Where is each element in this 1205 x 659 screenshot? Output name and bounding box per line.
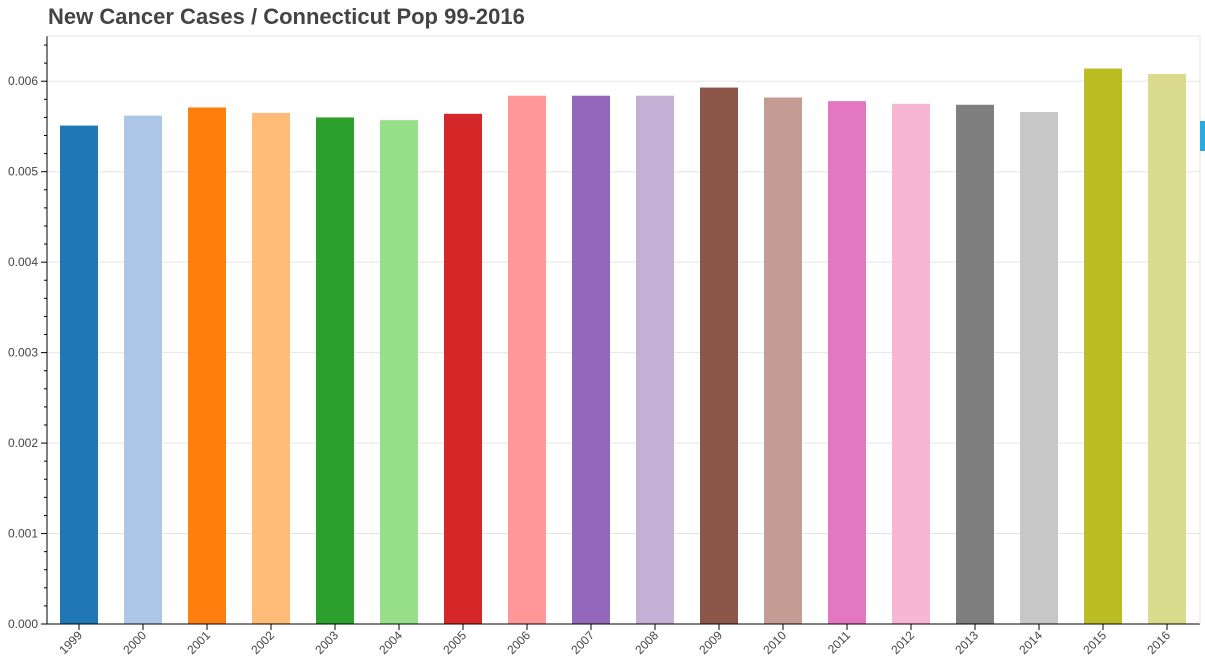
x-ticks: 1999 2000 2001 2002 2003 2004 2005 2006 2007 2008…	[56, 624, 1173, 657]
grid-lines	[47, 80, 1200, 535]
x-tick-label: 2002	[248, 628, 277, 657]
bar-2014[interactable]	[1020, 111, 1058, 625]
bar-1999[interactable]	[60, 125, 98, 625]
y-tick-label: 0.005	[8, 165, 38, 179]
bar-2002[interactable]	[252, 112, 290, 625]
x-tick-label: 2015	[1080, 628, 1109, 657]
bar-2000[interactable]	[124, 115, 162, 625]
bar-2012[interactable]	[892, 103, 930, 625]
x-tick-label: 2001	[184, 628, 213, 657]
bar-2016[interactable]	[1148, 73, 1186, 625]
x-tick-label: 2008	[632, 628, 661, 657]
x-tick-label: 2009	[696, 628, 725, 657]
bar-2013[interactable]	[956, 104, 994, 624]
x-tick-label: 2016	[1144, 628, 1173, 657]
y-tick-label: 0.001	[8, 527, 38, 541]
y-tick-label: 0.003	[8, 346, 38, 360]
bar-2011[interactable]	[828, 101, 866, 624]
bars	[60, 68, 1186, 625]
y-tick-label: 0.000	[8, 617, 38, 631]
bar-2005[interactable]	[444, 113, 482, 624]
bar-2006[interactable]	[508, 95, 546, 625]
x-tick-label: 2005	[440, 628, 469, 657]
y-tick-label: 0.006	[8, 74, 38, 88]
x-tick-label: 2006	[504, 628, 533, 657]
x-tick-label: 2010	[760, 628, 789, 657]
bar-2004[interactable]	[380, 120, 418, 624]
bar-2007[interactable]	[572, 95, 610, 625]
x-tick-label: 1999	[56, 628, 85, 657]
bar-2009[interactable]	[700, 87, 738, 624]
x-tick-label: 2007	[568, 628, 597, 657]
x-tick-label: 2011	[825, 628, 853, 656]
x-tick-label: 2003	[312, 628, 341, 657]
y-ticks: 0.000 0.001 0.002 0.003 0.004 0.005 0.006	[8, 44, 47, 631]
y-tick-label: 0.004	[8, 255, 38, 269]
bar-2003[interactable]	[316, 117, 354, 625]
bar-2001[interactable]	[188, 107, 226, 625]
x-tick-label: 2013	[952, 628, 981, 657]
x-tick-label: 2000	[120, 628, 149, 657]
x-tick-label: 2004	[376, 628, 405, 657]
chart-title: New Cancer Cases / Connecticut Pop 99-20…	[48, 4, 525, 29]
bar-2010[interactable]	[764, 97, 802, 624]
bar-2015[interactable]	[1084, 68, 1122, 624]
x-tick-label: 2014	[1016, 628, 1045, 657]
x-tick-label: 2012	[888, 628, 917, 657]
toolbar-handle[interactable]	[1200, 121, 1205, 151]
y-tick-label: 0.002	[8, 436, 38, 450]
bar-2008[interactable]	[636, 95, 674, 625]
